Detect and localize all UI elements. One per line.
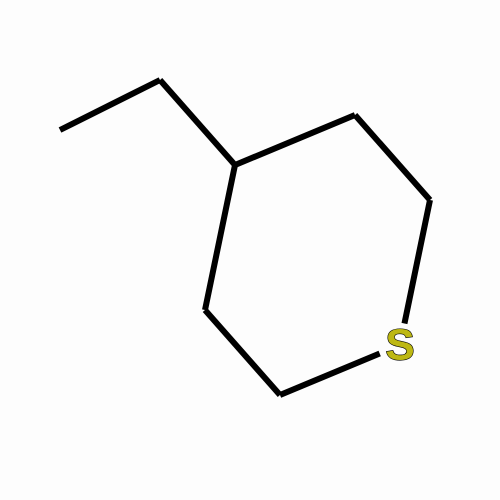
atom-label-s: S — [385, 321, 414, 370]
bonds-layer — [60, 80, 430, 395]
bond — [404, 200, 430, 323]
bond — [205, 310, 280, 395]
bond — [205, 165, 235, 310]
bond — [60, 80, 160, 130]
bond — [160, 80, 235, 165]
bond — [355, 115, 430, 200]
atoms-layer: S — [385, 321, 414, 370]
molecule-canvas: S — [0, 0, 500, 500]
bond — [235, 115, 355, 165]
bond — [280, 353, 380, 395]
